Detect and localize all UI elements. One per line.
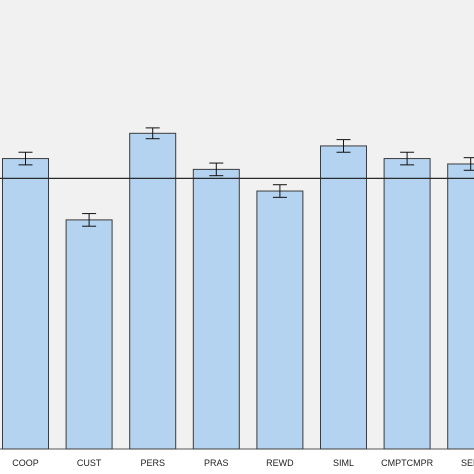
x-tick-label-pras: PRAS: [204, 458, 229, 468]
bar-pers: [129, 132, 177, 450]
error-bar-siml: [336, 139, 351, 153]
error-bar-cust: [82, 213, 97, 227]
error-bars-group: [18, 127, 474, 227]
x-tick-label-cmptcmpr: CMPTCMPR: [381, 458, 433, 468]
error-bar-pras: [209, 162, 224, 177]
error-bar-sem: [463, 157, 474, 171]
bar-cust: [65, 219, 113, 450]
x-tick-label-sem: SEM: [461, 458, 474, 468]
bar-cmptcmpr: [383, 158, 431, 450]
error-bar-coop: [18, 151, 33, 166]
bar-coop: [2, 158, 49, 450]
x-tick-label-pers: PERS: [140, 458, 165, 468]
error-bar-cmptcmpr: [400, 151, 415, 166]
bar-sem: [447, 163, 474, 450]
bars-group: [2, 132, 474, 450]
x-tick-label-siml: SIML: [333, 458, 354, 468]
x-tick-label-rewd: REWD: [266, 458, 294, 468]
bar-rewd: [256, 190, 304, 450]
x-tick-labels: COOP CUST PERS PRAS REWD SIML CMPTCMPR SEM: [12, 458, 474, 468]
bar-pras: [192, 168, 240, 450]
error-bar-pers: [145, 127, 160, 140]
bar-siml: [320, 145, 367, 450]
x-tick-label-cust: CUST: [77, 458, 102, 468]
x-tick-label-coop: COOP: [12, 458, 39, 468]
error-bar-rewd: [272, 184, 287, 198]
